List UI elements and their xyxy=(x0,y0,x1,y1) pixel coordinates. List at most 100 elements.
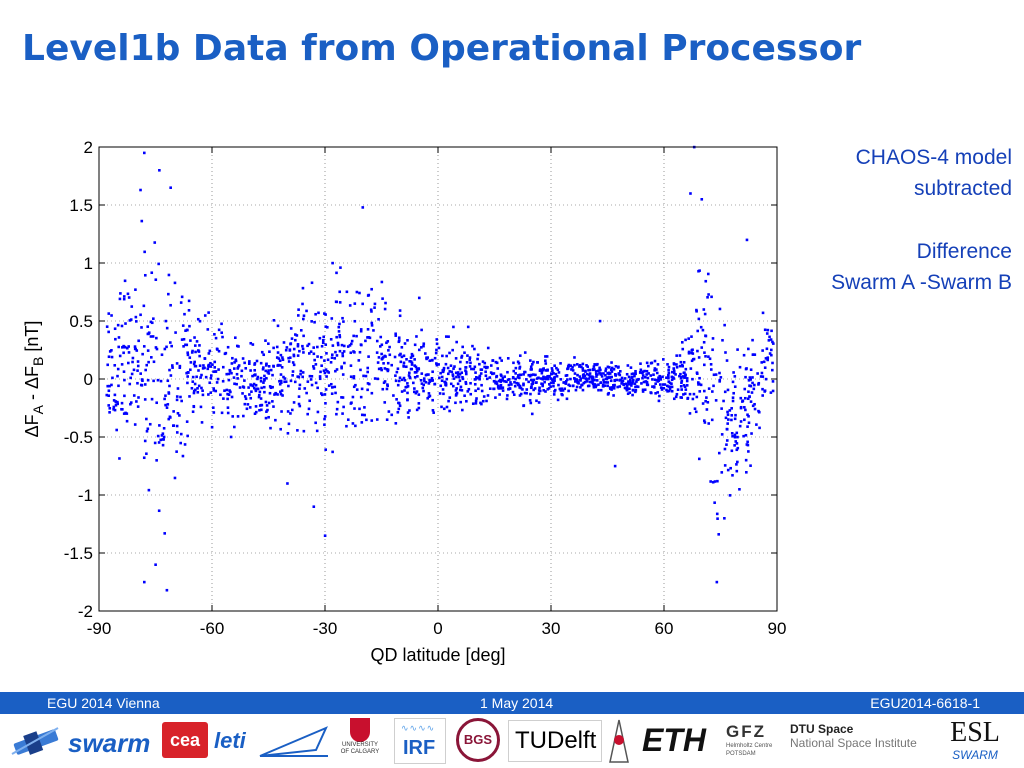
data-point xyxy=(479,401,482,405)
data-point xyxy=(153,241,157,244)
data-point xyxy=(728,494,732,497)
data-point xyxy=(402,361,406,365)
data-point xyxy=(649,374,653,377)
data-point xyxy=(530,373,533,377)
data-point xyxy=(710,418,714,422)
data-point xyxy=(747,379,751,382)
data-point xyxy=(696,329,700,333)
data-point xyxy=(468,356,472,359)
data-point xyxy=(122,297,126,301)
data-point xyxy=(437,346,441,350)
data-point xyxy=(378,345,382,348)
data-point xyxy=(232,376,236,379)
data-point xyxy=(105,393,109,397)
data-point xyxy=(134,315,138,319)
data-point xyxy=(461,375,464,379)
calgary-text: UNIVERSITY OF CALGARY xyxy=(340,742,380,755)
data-point xyxy=(260,350,264,354)
data-point xyxy=(448,370,452,373)
y-tick-label: -0.5 xyxy=(64,428,93,447)
data-point xyxy=(403,389,406,392)
data-point xyxy=(358,291,361,295)
data-point xyxy=(259,379,263,383)
data-point xyxy=(604,367,608,371)
data-point xyxy=(243,395,247,398)
data-point xyxy=(688,392,692,396)
data-point xyxy=(604,374,607,377)
data-point xyxy=(110,355,114,359)
data-point xyxy=(663,383,667,386)
data-point xyxy=(725,439,729,442)
data-point xyxy=(179,395,182,399)
data-point xyxy=(346,345,350,348)
data-point xyxy=(667,368,670,372)
data-point xyxy=(180,295,184,299)
data-point xyxy=(184,343,187,347)
data-point xyxy=(495,361,499,365)
data-point xyxy=(619,378,622,382)
data-point xyxy=(136,405,140,408)
data-point xyxy=(557,371,561,374)
data-point xyxy=(320,344,324,348)
data-point xyxy=(264,339,267,342)
data-point xyxy=(175,424,179,428)
data-point xyxy=(417,393,421,396)
data-point xyxy=(318,336,322,340)
data-point xyxy=(190,351,194,354)
data-point xyxy=(449,382,453,386)
data-point xyxy=(653,359,657,363)
data-point xyxy=(135,320,138,323)
data-point xyxy=(644,375,647,379)
data-point xyxy=(712,384,715,388)
data-point xyxy=(128,382,132,386)
data-point xyxy=(734,413,737,417)
data-point xyxy=(726,413,730,416)
data-point xyxy=(191,375,195,379)
data-point xyxy=(499,380,503,383)
data-point xyxy=(649,361,653,365)
data-point xyxy=(678,364,682,368)
data-point xyxy=(180,338,184,341)
data-point xyxy=(110,383,113,387)
data-point xyxy=(136,381,139,385)
data-point xyxy=(732,391,735,395)
data-point xyxy=(656,380,660,383)
data-point xyxy=(440,405,443,409)
data-point xyxy=(471,344,474,348)
data-point xyxy=(645,373,648,376)
data-point xyxy=(251,374,254,378)
data-point xyxy=(175,395,179,398)
data-point xyxy=(763,390,766,393)
logo-strip: swarm cea leti UNIVERSITY OF CALGARY ∿∿∿… xyxy=(0,714,1024,768)
data-point xyxy=(352,334,355,338)
data-point xyxy=(472,367,476,371)
data-point xyxy=(342,344,346,348)
data-point xyxy=(670,382,673,386)
data-point xyxy=(705,396,708,399)
data-point xyxy=(733,385,737,389)
data-point xyxy=(359,328,363,331)
data-point xyxy=(610,361,613,364)
data-point xyxy=(435,338,439,341)
data-point xyxy=(665,388,668,392)
data-point xyxy=(123,279,127,283)
data-point xyxy=(417,402,421,405)
data-point xyxy=(247,386,250,389)
data-point xyxy=(641,371,644,375)
data-point xyxy=(301,302,304,306)
data-point xyxy=(127,345,130,348)
data-point xyxy=(338,322,341,326)
data-point xyxy=(543,380,546,384)
data-point xyxy=(278,379,281,383)
data-point xyxy=(410,352,414,356)
data-point xyxy=(417,296,421,300)
data-point xyxy=(400,378,404,382)
data-point xyxy=(260,386,263,390)
data-point xyxy=(209,391,213,394)
dtu-subtitle: National Space Institute xyxy=(790,736,917,750)
y-tick-label: 0 xyxy=(84,370,93,389)
data-point xyxy=(546,387,550,391)
data-point xyxy=(127,361,130,365)
data-point xyxy=(142,456,146,460)
data-point xyxy=(217,349,221,353)
